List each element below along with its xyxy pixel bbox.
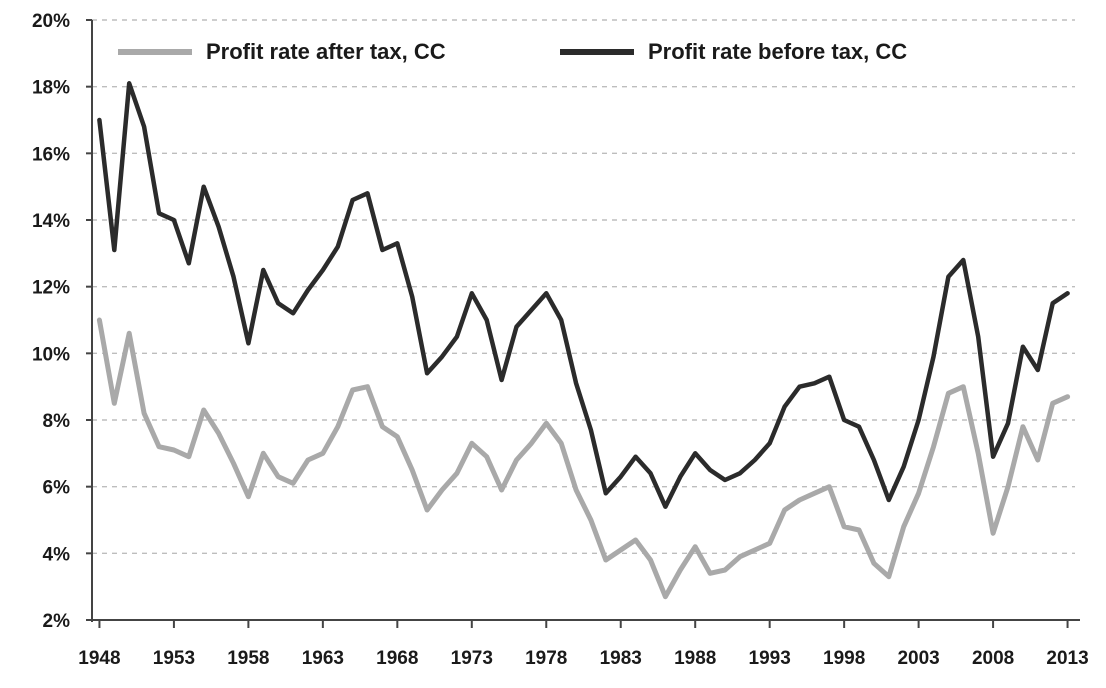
y-tick-label: 14% (32, 211, 70, 232)
gridlines (92, 19, 1075, 555)
legend-label-after-tax: Profit rate after tax, CC (206, 39, 446, 64)
x-tick-label: 1988 (674, 648, 716, 669)
y-tick-label: 6% (43, 478, 71, 499)
y-tick-label: 4% (43, 544, 71, 565)
legend: Profit rate after tax, CC Profit rate be… (118, 39, 907, 64)
y-tick-label: 10% (32, 344, 70, 365)
x-tick-label: 1983 (600, 648, 642, 669)
y-tick-labels: 2% 4% 6% 8% 10% 12% 14% 16% 18% 20% (32, 11, 92, 632)
x-tick-label: 1973 (451, 648, 493, 669)
x-tick-label: 1948 (78, 648, 120, 669)
y-tick-label: 8% (43, 411, 71, 432)
x-tick-label: 2008 (972, 648, 1014, 669)
y-tick-label: 16% (32, 144, 70, 165)
x-tick-label: 2003 (897, 648, 939, 669)
y-tick-label: 18% (32, 78, 70, 99)
series-line-after-tax (96, 317, 1071, 600)
x-tick-label: 1963 (302, 648, 344, 669)
x-tick-label: 1958 (227, 648, 269, 669)
x-tick-label: 1953 (153, 648, 195, 669)
legend-label-before-tax: Profit rate before tax, CC (648, 39, 907, 64)
x-tick-label: 1978 (525, 648, 567, 669)
series-lines (96, 81, 1071, 600)
y-tick-label: 12% (32, 278, 70, 299)
x-tick-label: 2013 (1046, 648, 1088, 669)
x-tick-labels: 1948 1953 1958 1963 1968 1973 1978 1983 1988 1993… (78, 620, 1089, 669)
x-tick-label: 1993 (749, 648, 791, 669)
y-tick-label: 2% (43, 611, 71, 632)
series-line-before-tax (97, 81, 1070, 509)
x-tick-label: 1968 (376, 648, 418, 669)
y-tick-label: 20% (32, 11, 70, 32)
axes (91, 20, 1080, 622)
x-tick-label: 1998 (823, 648, 865, 669)
